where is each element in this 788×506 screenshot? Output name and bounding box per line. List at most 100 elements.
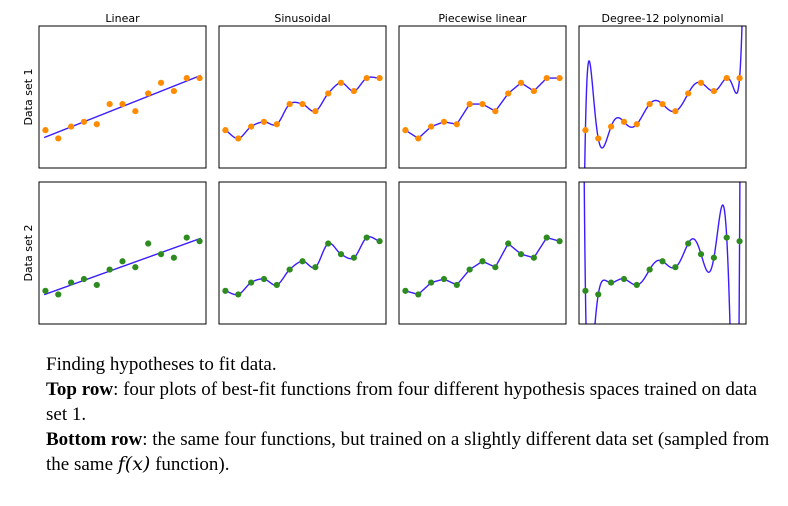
- data-point: [235, 135, 242, 142]
- data-point: [93, 121, 100, 128]
- data-point: [736, 238, 743, 245]
- data-point: [428, 279, 435, 286]
- fit-curve: [43, 237, 202, 296]
- data-point: [543, 74, 550, 82]
- data-point: [325, 240, 332, 247]
- data-point: [697, 79, 705, 86]
- panel-frame: [218, 25, 387, 169]
- data-point: [42, 127, 49, 134]
- data-point: [453, 281, 460, 289]
- data-point: [659, 258, 666, 265]
- data-point: [697, 251, 705, 258]
- data-point: [145, 90, 152, 97]
- data-point: [183, 234, 190, 241]
- data-point: [633, 281, 640, 289]
- data-point: [170, 254, 177, 261]
- data-point: [582, 287, 589, 294]
- data-point: [479, 258, 486, 265]
- data-point: [286, 266, 293, 273]
- data-point: [68, 123, 75, 130]
- data-point: [119, 101, 126, 108]
- data-point: [646, 101, 653, 108]
- column-title: Linear: [105, 12, 140, 25]
- data-point: [517, 79, 525, 86]
- data-point: [517, 251, 525, 258]
- data-point: [479, 101, 486, 108]
- column-title: Degree-12 polynomial: [601, 12, 723, 25]
- fit-curve: [405, 77, 560, 140]
- data-point: [402, 287, 409, 294]
- data-point: [685, 90, 692, 97]
- data-point: [273, 121, 280, 128]
- data-point: [595, 291, 602, 298]
- data-point: [620, 275, 628, 283]
- data-point: [312, 108, 319, 115]
- data-point: [736, 74, 743, 82]
- panel-1-3: [402, 74, 563, 142]
- data-point: [646, 266, 653, 273]
- data-point: [312, 264, 319, 271]
- data-point: [145, 240, 152, 247]
- data-point: [685, 240, 692, 247]
- data-point: [157, 251, 165, 258]
- data-point: [183, 74, 190, 82]
- column-title: Piecewise linear: [438, 12, 527, 25]
- panel-frame: [218, 181, 387, 325]
- data-point: [595, 135, 602, 142]
- data-point: [376, 74, 383, 82]
- data-point: [723, 234, 730, 241]
- data-point: [55, 291, 62, 298]
- data-point: [222, 127, 229, 134]
- data-point: [337, 79, 345, 86]
- data-point: [80, 118, 88, 125]
- data-point: [672, 108, 679, 115]
- panel-frame: [38, 181, 207, 325]
- panel-2-1: [42, 234, 203, 298]
- panel-frame: [398, 181, 567, 325]
- data-point: [710, 254, 717, 261]
- data-point: [556, 238, 563, 245]
- caption-bottom-text: : the same four functions, but trained o…: [46, 429, 770, 475]
- data-point: [402, 127, 409, 134]
- data-point: [350, 254, 357, 261]
- panel-1-4: [582, 26, 743, 168]
- caption-top-bold: Top row: [46, 379, 114, 400]
- fit-curve: [224, 236, 381, 296]
- data-point: [710, 87, 717, 95]
- panel-2-2: [222, 234, 383, 298]
- panel-frame: [578, 25, 747, 169]
- data-point: [132, 264, 139, 271]
- data-point: [325, 90, 332, 97]
- data-point: [530, 87, 537, 95]
- data-point: [672, 264, 679, 271]
- data-point: [93, 281, 100, 289]
- panel-1-2: [222, 74, 383, 142]
- data-point: [415, 291, 422, 298]
- data-point: [299, 258, 306, 265]
- caption-top-text: : four plots of best-fit functions from …: [46, 379, 757, 425]
- data-point: [80, 275, 88, 283]
- data-point: [582, 127, 589, 134]
- data-point: [55, 135, 62, 142]
- data-point: [196, 74, 203, 82]
- panel-frame: [38, 25, 207, 169]
- data-point: [466, 266, 473, 273]
- panel-frame: [578, 181, 747, 325]
- data-point: [248, 123, 255, 130]
- panel-2-3: [402, 234, 563, 298]
- data-point: [235, 291, 242, 298]
- data-point: [119, 258, 126, 265]
- data-point: [157, 79, 165, 86]
- fit-curve: [584, 26, 743, 168]
- data-point: [106, 266, 113, 273]
- data-point: [260, 118, 268, 125]
- column-title: Sinusoidal: [274, 12, 330, 25]
- data-point: [299, 101, 306, 108]
- data-point: [350, 87, 357, 95]
- data-point: [505, 240, 512, 247]
- data-point: [363, 74, 370, 82]
- data-point: [440, 118, 448, 125]
- data-point: [453, 121, 460, 128]
- row-label: Data set 1: [22, 68, 35, 125]
- data-point: [273, 281, 280, 289]
